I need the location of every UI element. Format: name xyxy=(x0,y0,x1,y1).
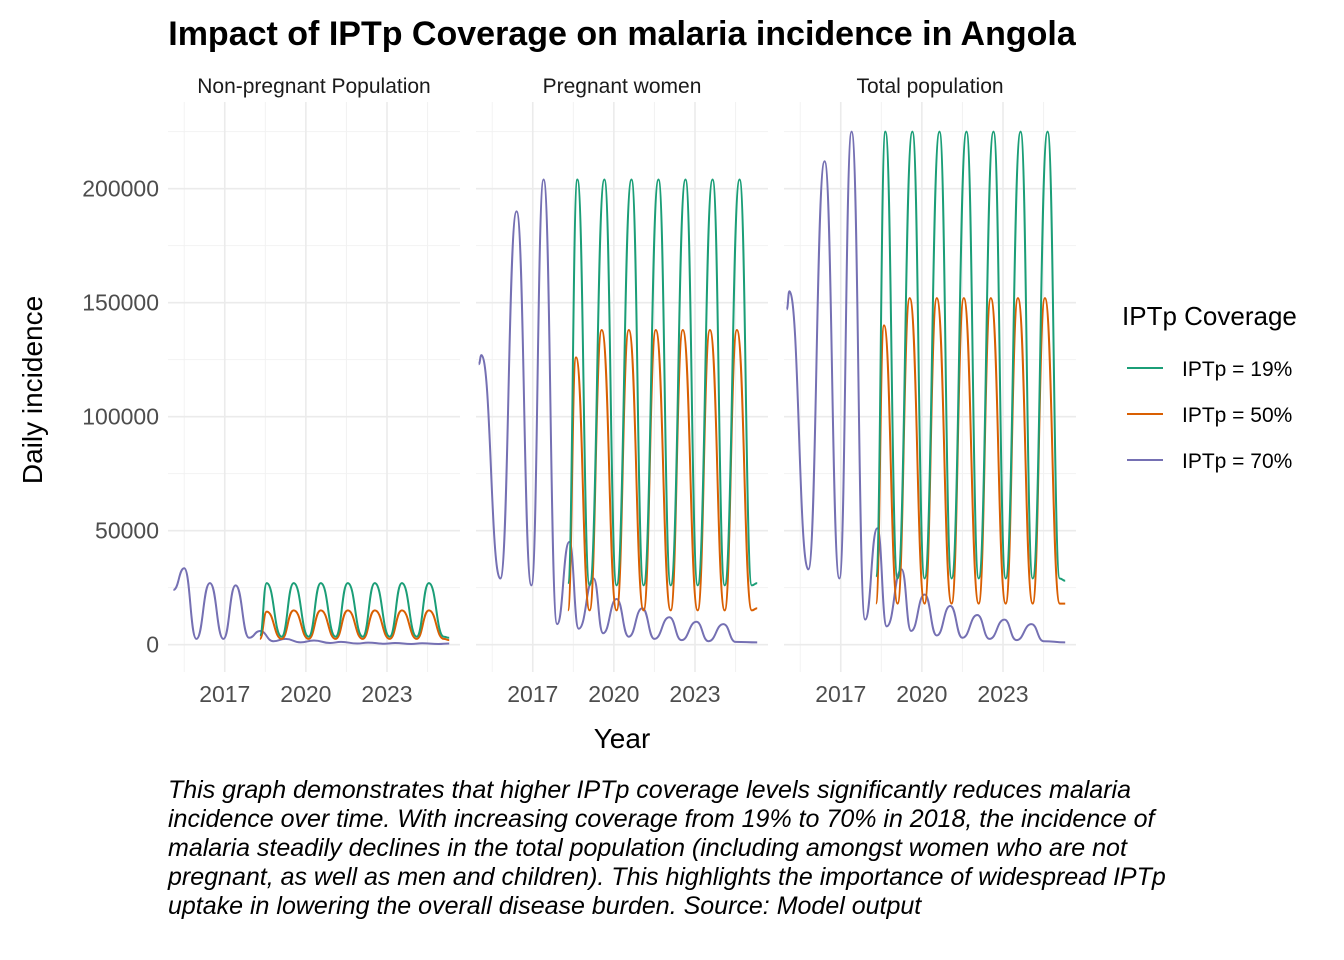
legend: IPTp Coverage IPTp = 19% IPTp = 50% IPTp = … xyxy=(1122,301,1297,473)
x-tick-label: 2020 xyxy=(896,681,947,707)
panel-total-population: Total population 2017 2020 2023 xyxy=(784,75,1076,707)
panel-strip-label: Total population xyxy=(856,75,1003,98)
y-axis-label: Daily incidence xyxy=(17,296,48,484)
x-tick-label: 2017 xyxy=(199,681,250,707)
chart-title: Impact of IPTp Coverage on malaria incid… xyxy=(168,15,1077,53)
y-tick-label: 150000 xyxy=(82,290,159,316)
series-line-70-percent xyxy=(477,178,758,644)
legend-entry-label: IPTp = 70% xyxy=(1182,450,1292,473)
series-line-70-percent xyxy=(172,567,450,645)
series-line-19-percent xyxy=(874,130,1066,582)
y-tick-label: 50000 xyxy=(95,518,159,544)
y-tick-label: 100000 xyxy=(82,404,159,430)
series-line-19-percent xyxy=(566,178,758,587)
x-tick-label: 2023 xyxy=(977,681,1028,707)
panel-strip-label: Non-pregnant Population xyxy=(197,75,431,98)
series-line-19-percent xyxy=(258,582,450,639)
x-tick-label: 2020 xyxy=(588,681,639,707)
series-line-70-percent xyxy=(785,130,1066,644)
series-line-50-percent xyxy=(258,609,450,642)
x-tick-label: 2017 xyxy=(507,681,558,707)
legend-title: IPTp Coverage xyxy=(1122,301,1297,331)
panel-non-pregnant-population: Non-pregnant Population 2017 2020 2023 xyxy=(168,75,460,707)
panel-pregnant-women: Pregnant women 2017 2020 2023 xyxy=(476,75,768,707)
y-axis: 0 50000 100000 150000 200000 xyxy=(82,176,159,658)
legend-entry-label: IPTp = 19% xyxy=(1182,358,1292,381)
caption: This graph demonstrates that higher IPTp… xyxy=(168,776,1166,920)
y-tick-label: 200000 xyxy=(82,176,159,202)
x-tick-label: 2023 xyxy=(669,681,720,707)
y-tick-label: 0 xyxy=(146,632,159,658)
x-tick-label: 2017 xyxy=(815,681,866,707)
x-tick-label: 2023 xyxy=(361,681,412,707)
x-tick-label: 2020 xyxy=(280,681,331,707)
panel-strip-label: Pregnant women xyxy=(543,75,702,98)
legend-entry-label: IPTp = 50% xyxy=(1182,404,1292,427)
x-axis-label: Year xyxy=(594,723,651,754)
